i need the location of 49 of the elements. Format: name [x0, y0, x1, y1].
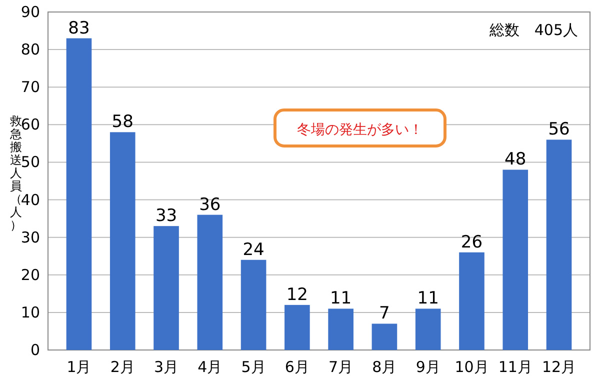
x-tick-label: 4月 — [198, 358, 222, 376]
x-tick-label: 1月 — [66, 358, 92, 376]
x-tick-label: 7月 — [328, 358, 354, 376]
text: 救急搬送人員（人） — [10, 114, 22, 232]
data-label: 11 — [417, 288, 439, 309]
y-tick-label: 20 — [20, 266, 40, 284]
y-tick-label: 60 — [20, 116, 40, 134]
y-tick-label: 30 — [20, 228, 40, 246]
y-tick-label: 0 — [30, 341, 40, 359]
data-label: 7 — [379, 304, 390, 324]
bar — [415, 308, 441, 350]
bar — [154, 226, 179, 350]
bar — [66, 38, 92, 350]
x-tick-label: 8月 — [372, 358, 397, 376]
x-tick-label: 2月 — [110, 358, 135, 376]
bar — [197, 214, 223, 350]
x-tick-label: 11月 — [498, 358, 532, 376]
data-label: 26 — [460, 232, 483, 252]
data-label: 58 — [112, 112, 134, 132]
x-tick-label: 9月 — [416, 358, 440, 376]
x-tick-label: 5月 — [241, 358, 266, 376]
data-label: 48 — [504, 150, 526, 170]
bar — [284, 304, 310, 350]
x-tick-label: 10月 — [454, 358, 489, 376]
data-label: 12 — [286, 284, 308, 305]
data-label: 24 — [242, 240, 264, 260]
data-label: 11 — [330, 288, 352, 309]
bar — [502, 170, 528, 350]
y-tick-label: 10 — [20, 303, 40, 322]
bar — [110, 132, 136, 350]
bar — [328, 308, 354, 350]
data-label: 56 — [548, 120, 570, 140]
y-tick-label: 50 — [20, 153, 40, 172]
data-label: 36 — [199, 194, 221, 215]
x-tick-label: 3月 — [154, 358, 179, 376]
bar — [546, 140, 572, 350]
annotation: 冬場の発生が多い！ — [297, 122, 423, 138]
x-tick-label: 6月 — [284, 358, 310, 376]
y-tick-label: 90 — [20, 3, 40, 21]
bar — [372, 324, 398, 350]
y-tick-label: 80 — [20, 40, 40, 59]
bar — [240, 260, 266, 350]
y-tick-label: 40 — [20, 190, 40, 209]
annotation: 総数 405人 — [488, 21, 578, 39]
y-tick-label: 70 — [20, 78, 40, 96]
data-label: 33 — [155, 206, 178, 226]
bar — [459, 252, 484, 350]
data-label: 83 — [68, 18, 90, 38]
x-tick-label: 12月 — [542, 358, 576, 376]
